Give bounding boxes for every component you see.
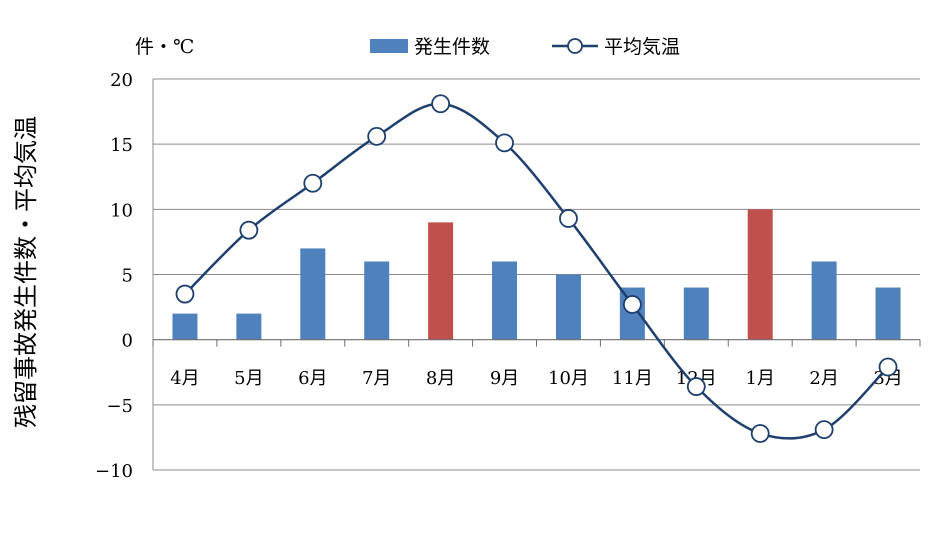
- y-tick-label: −10: [95, 461, 133, 482]
- temperature-point-10月: [559, 209, 578, 228]
- x-tick-label: 6月: [298, 368, 327, 389]
- bar-8月: [428, 222, 454, 340]
- y-axis-title: 残留事故発生件数・平均気温: [12, 116, 40, 428]
- x-tick-labels: 4月5月6月7月8月9月10月11月12月1月2月3月: [170, 368, 903, 389]
- bar-1月: [747, 209, 773, 340]
- temperature-point-1月: [750, 424, 770, 443]
- y-tick-label: 0: [122, 331, 133, 352]
- gridlines: [152, 78, 920, 471]
- bar-6月: [300, 248, 326, 340]
- x-tick-label: 10月: [548, 368, 589, 389]
- x-tick-label: 7月: [362, 368, 391, 389]
- x-tick-label: 2月: [809, 368, 838, 389]
- legend-line-label: 平均気温: [604, 36, 680, 58]
- temperature-line: [184, 102, 889, 440]
- x-tick-label: 8月: [426, 368, 455, 389]
- temperature-point-12月: [686, 377, 706, 396]
- temperature-point-7月: [367, 126, 387, 146]
- x-tick-label: 9月: [490, 368, 519, 389]
- legend-bar-swatch: [370, 39, 408, 53]
- bar-12月: [683, 287, 709, 340]
- temperature-point-6月: [303, 173, 323, 193]
- bar-7月: [364, 261, 390, 340]
- line-series: [175, 94, 898, 443]
- bar-3月: [875, 287, 901, 340]
- y-tick-label: 10: [110, 200, 133, 221]
- x-tick-label: 1月: [745, 368, 774, 389]
- bar-10月: [555, 274, 581, 340]
- temperature-point-2月: [814, 420, 834, 439]
- temperature-point-3月: [878, 357, 898, 377]
- temperature-point-8月: [431, 94, 451, 114]
- y-tick-label: −5: [106, 396, 133, 417]
- bar-4月: [172, 313, 198, 340]
- x-tick-label: 11月: [612, 368, 653, 389]
- y-tick-label: 5: [122, 266, 133, 287]
- bar-series: [172, 209, 901, 340]
- legend-bar-label: 発生件数: [414, 36, 490, 58]
- unit-label: 件・℃: [135, 36, 194, 58]
- y-tick-labels: 20 15 10 5 0 −5 −10: [95, 70, 133, 482]
- y-tick-label: 15: [110, 135, 133, 156]
- temperature-point-4月: [175, 284, 195, 304]
- bar-9月: [492, 261, 518, 340]
- y-tick-label: 20: [110, 70, 133, 91]
- x-axis: [152, 339, 921, 347]
- temperature-point-9月: [495, 133, 514, 153]
- bar-5月: [236, 313, 262, 340]
- legend: 発生件数 平均気温: [370, 36, 680, 58]
- x-tick-label: 4月: [170, 368, 199, 389]
- x-tick-label: 5月: [234, 368, 263, 389]
- bar-2月: [811, 261, 837, 340]
- temperature-point-11月: [622, 295, 642, 314]
- legend-line-marker: [567, 38, 583, 54]
- temperature-point-5月: [239, 220, 259, 240]
